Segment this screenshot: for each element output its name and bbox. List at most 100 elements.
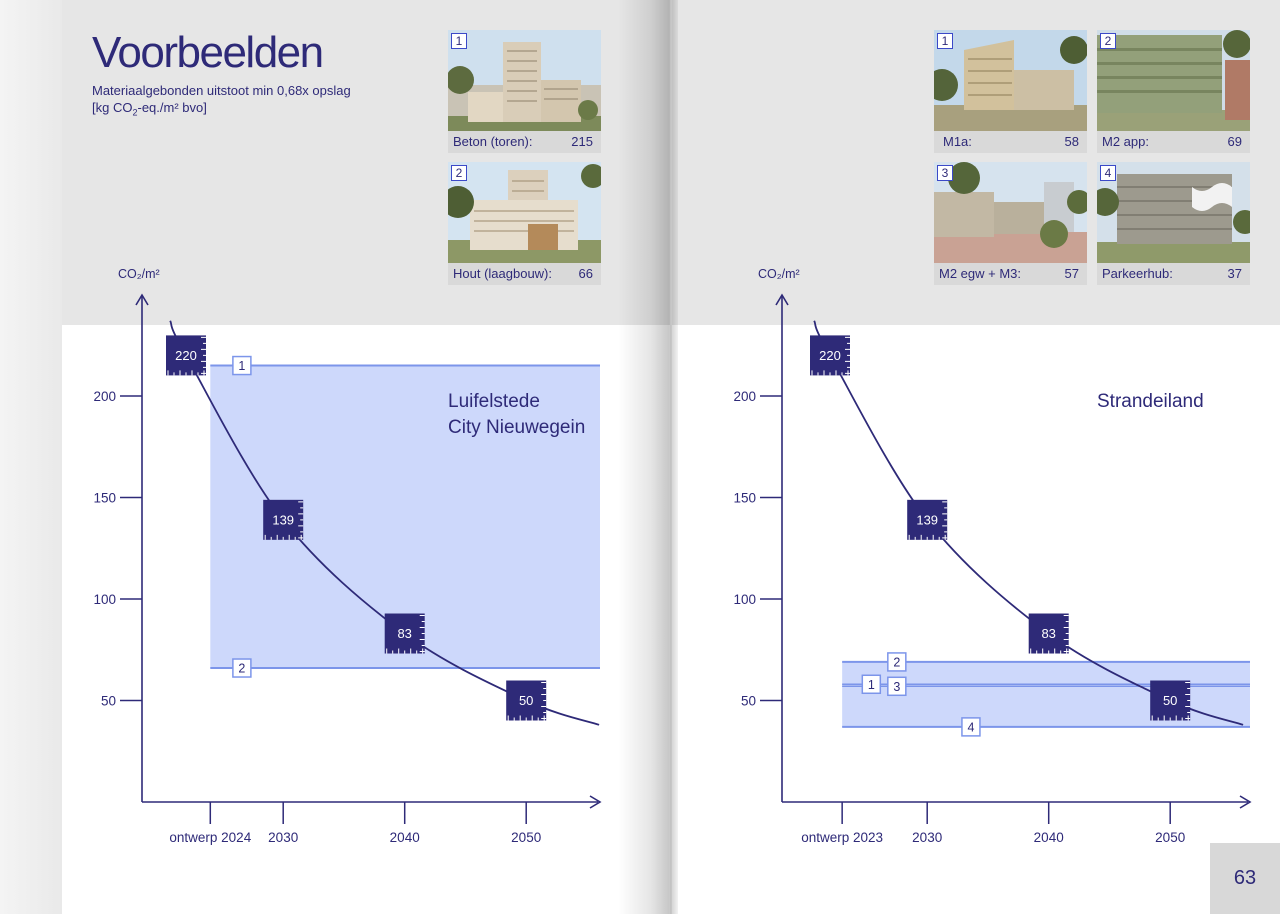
data-point-label: 139 xyxy=(272,512,294,527)
caption-value: 215 xyxy=(571,134,593,149)
chart-annotation-line1: Strandeiland xyxy=(1097,391,1204,412)
photo-number-badge: 2 xyxy=(451,165,467,181)
ruler-ticks xyxy=(908,501,948,540)
photo-caption: Parkeerhub: 37 xyxy=(1097,263,1250,285)
subtitle-suffix: -eq./m² bvo] xyxy=(137,100,207,115)
subtitle-line1: Materiaalgebonden uitstoot min 0,68x ops… xyxy=(92,83,351,98)
y-tick-label: 100 xyxy=(93,592,116,607)
book-gutter xyxy=(618,0,678,914)
chart-annotation-line2: City Nieuwegein xyxy=(448,417,585,438)
page-subtitle: Materiaalgebonden uitstoot min 0,68x ops… xyxy=(92,82,351,122)
ruler-ticks xyxy=(1030,615,1069,654)
x-tick-label: 2040 xyxy=(390,830,420,845)
ruler-ticks xyxy=(811,336,850,376)
y-tick-label: 50 xyxy=(741,694,756,709)
photo-number-badge: 3 xyxy=(937,165,953,181)
x-axis-arrow xyxy=(589,795,602,809)
x-tick-label: ontwerp 2024 xyxy=(169,830,251,845)
band-marker-label: 2 xyxy=(893,655,900,669)
y-tick-label: 150 xyxy=(93,491,116,506)
data-point: 139 xyxy=(907,499,948,540)
photo-card-m1a[interactable]: 1 M1a: 58 xyxy=(934,30,1087,154)
building-photo xyxy=(448,30,601,131)
y-axis-label: CO₂/m² xyxy=(118,267,160,281)
photo-caption: M1a: 58 xyxy=(934,131,1087,153)
photo-caption: M2 app: 69 xyxy=(1097,131,1250,153)
caption-value: 58 xyxy=(1064,134,1079,149)
caption-value: 69 xyxy=(1227,134,1242,149)
data-point-label: 83 xyxy=(1041,626,1055,641)
band-marker-box xyxy=(232,658,252,678)
data-point: 83 xyxy=(384,613,425,654)
band-marker-box xyxy=(232,355,252,376)
band-marker-box xyxy=(887,652,907,672)
caption-label: Parkeerhub: xyxy=(1102,266,1173,281)
x-tick-label: 2050 xyxy=(511,830,541,845)
photo-caption: Hout (laagbouw): 66 xyxy=(448,263,601,285)
page-title: Voorbeelden xyxy=(92,28,324,77)
y-axis-arrow xyxy=(135,293,149,306)
photo-number-badge: 2 xyxy=(1100,33,1116,49)
ruler-ticks xyxy=(167,336,206,376)
y-tick-label: 150 xyxy=(733,491,756,506)
data-point-box xyxy=(166,335,206,376)
data-point-label: 50 xyxy=(1163,693,1177,708)
photo-card-hout[interactable]: 2 Hout (laagbouw): 66 xyxy=(448,162,601,286)
band-marker-label: 1 xyxy=(868,678,875,692)
data-point: 139 xyxy=(263,499,304,540)
chart-annotation-line1: Luifelstede xyxy=(448,391,540,412)
data-point-box xyxy=(384,613,425,654)
band-marker-label: 3 xyxy=(893,680,900,694)
x-axis-arrow xyxy=(1239,795,1252,809)
photo-card-m2-app[interactable]: 2 M2 app: 69 xyxy=(1097,30,1250,154)
band-marker-label: 1 xyxy=(238,359,245,373)
y-tick-label: 100 xyxy=(733,592,756,607)
caption-label: M1a: xyxy=(943,134,972,149)
data-point: 220 xyxy=(166,335,206,376)
photo-number-badge: 4 xyxy=(1100,165,1116,181)
band-marker: 2 xyxy=(232,658,252,678)
band-marker: 1 xyxy=(861,674,882,695)
data-point: 220 xyxy=(810,335,850,376)
x-tick-label: 2050 xyxy=(1155,830,1185,845)
photo-caption: Beton (toren): 215 xyxy=(448,131,601,153)
ruler-ticks xyxy=(386,615,425,654)
building-photo xyxy=(1097,30,1250,131)
band-marker-label: 4 xyxy=(967,720,974,734)
photo-number-badge: 1 xyxy=(937,33,953,49)
data-point-label: 220 xyxy=(819,348,841,363)
x-tick-label: 2030 xyxy=(912,830,942,845)
data-point: 50 xyxy=(1150,680,1191,721)
photo-card-m2-egw-m3[interactable]: 3 M2 egw + M3: 57 xyxy=(934,162,1087,286)
band-marker-box xyxy=(887,676,907,697)
data-point-box xyxy=(506,680,547,721)
y-axis-arrow xyxy=(775,293,789,306)
y-axis-label: CO₂/m² xyxy=(758,267,800,281)
building-photo xyxy=(1097,162,1250,263)
ruler-ticks xyxy=(264,501,304,540)
subtitle-prefix: [kg CO xyxy=(92,100,133,115)
data-point-box xyxy=(263,499,304,540)
photo-card-beton[interactable]: 1 Beton (toren): 215 xyxy=(448,30,601,154)
outer-page-edge xyxy=(0,0,62,914)
band-marker-label: 2 xyxy=(238,662,245,676)
building-photo xyxy=(934,162,1087,263)
data-point: 50 xyxy=(506,680,547,721)
band-marker-box xyxy=(961,717,981,737)
data-point-box xyxy=(907,499,948,540)
y-tick-label: 50 xyxy=(101,694,116,709)
data-point-label: 83 xyxy=(397,626,411,641)
data-point-label: 139 xyxy=(916,512,938,527)
caption-value: 57 xyxy=(1064,266,1079,281)
x-tick-label: 2030 xyxy=(268,830,298,845)
x-tick-label: 2040 xyxy=(1034,830,1064,845)
photo-card-parkeerhub[interactable]: 4 Parkeerhub: 37 xyxy=(1097,162,1250,286)
ruler-ticks xyxy=(507,682,547,721)
photo-number-badge: 1 xyxy=(451,33,467,49)
band-marker-box xyxy=(861,674,882,695)
y-tick-label: 200 xyxy=(93,389,116,404)
caption-value: 37 xyxy=(1227,266,1242,281)
band-marker: 2 xyxy=(887,652,907,672)
page-number: 63 xyxy=(1210,843,1280,914)
